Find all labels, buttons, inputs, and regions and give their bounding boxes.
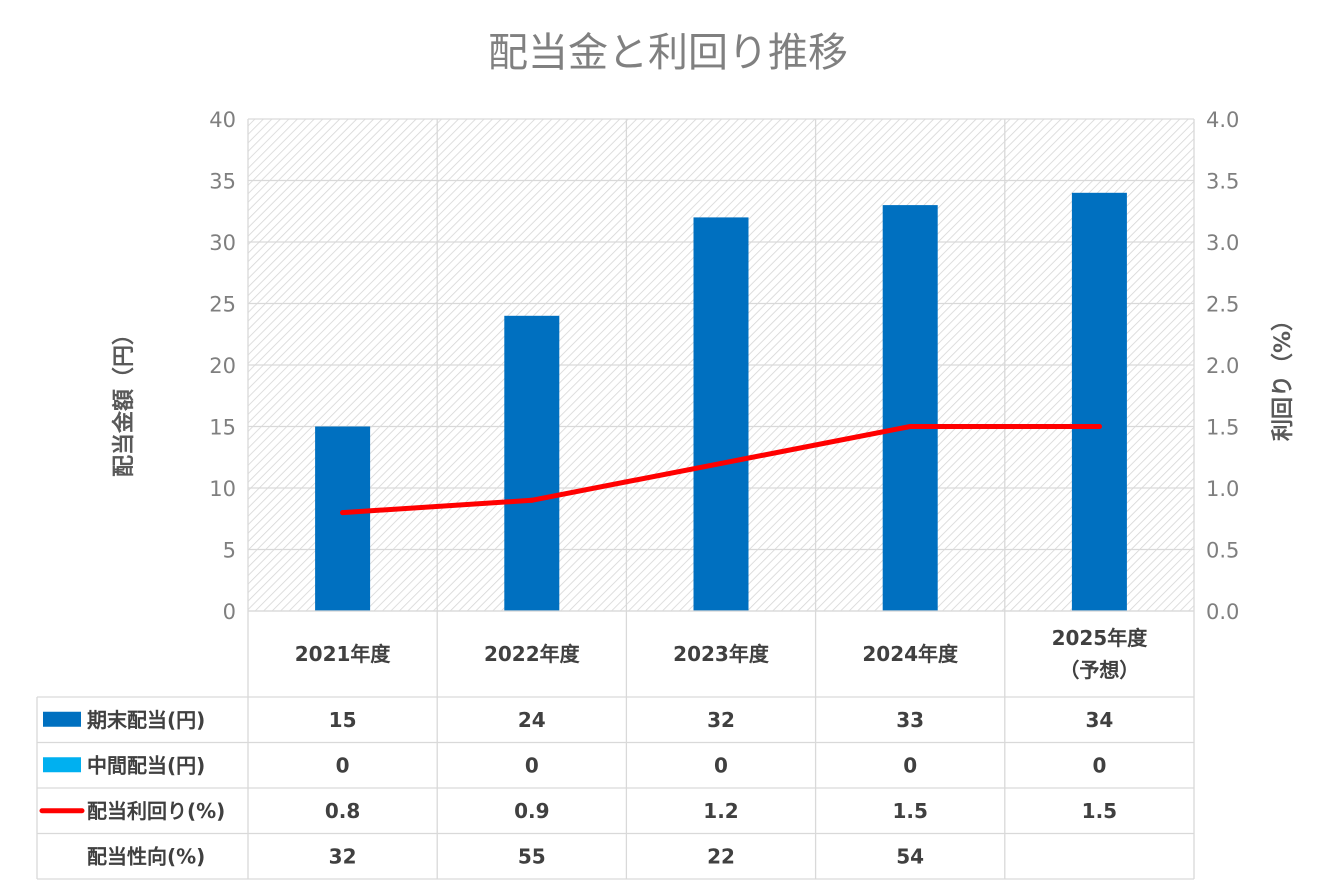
category-label: 2024年度 — [862, 642, 959, 666]
y-tick-label-left: 5 — [223, 539, 236, 563]
category-label: （予想） — [1059, 658, 1139, 682]
bar — [504, 315, 560, 611]
table-cell: 0 — [336, 753, 350, 777]
table-cell: 33 — [896, 708, 924, 732]
y-tick-label-right: 4.0 — [1206, 108, 1239, 132]
y-tick-label-left: 20 — [209, 354, 236, 378]
table-cell: 1.2 — [703, 799, 738, 823]
table-cell: 0 — [714, 753, 728, 777]
table-cell: 54 — [896, 844, 924, 868]
table-cell: 24 — [518, 708, 546, 732]
table-cell: 0 — [1092, 753, 1106, 777]
category-label: 2025年度 — [1052, 626, 1149, 650]
yield-point — [907, 424, 913, 429]
category-label: 2023年度 — [673, 642, 770, 666]
y-tick-label-right: 1.5 — [1206, 416, 1239, 440]
y-tick-label-left: 10 — [209, 477, 236, 501]
yield-point — [718, 460, 724, 466]
y-axis-title-right: 利回り（%） — [1271, 309, 1296, 441]
y-tick-label-right: 0.5 — [1206, 539, 1239, 563]
y-tick-label-right: 0.0 — [1206, 600, 1239, 624]
category-label: 2022年度 — [484, 642, 581, 666]
y-tick-label-left: 0 — [223, 600, 236, 624]
table-cell: 34 — [1085, 708, 1113, 732]
y-axis-title-left: 配当金額（円） — [111, 323, 137, 477]
y-tick-label-right: 2.5 — [1206, 293, 1239, 317]
bar — [315, 426, 371, 611]
y-tick-label-right: 3.5 — [1206, 170, 1239, 194]
table-row-label: 中間配当(円) — [87, 753, 205, 777]
table-cell: 32 — [329, 844, 357, 868]
table-cell: 15 — [329, 708, 357, 732]
y-tick-label-left: 35 — [209, 170, 236, 194]
y-tick-label-left: 15 — [209, 416, 236, 440]
table-cell: 0 — [525, 753, 539, 777]
yield-point — [340, 510, 346, 516]
table-cell: 32 — [707, 708, 735, 732]
table-cell: 1.5 — [1082, 799, 1117, 823]
y-tick-label-left: 25 — [209, 293, 236, 317]
y-tick-label-right: 1.0 — [1206, 477, 1239, 501]
legend-swatch — [43, 757, 81, 773]
bar — [693, 217, 749, 611]
yield-point — [529, 497, 535, 503]
chart-title: 配当金と利回り推移 — [488, 30, 848, 76]
yield-point — [1096, 424, 1102, 429]
table-row-label: 配当利回り(%) — [87, 799, 225, 823]
table-row-label: 配当性向(%) — [87, 844, 205, 868]
legend-swatch — [43, 711, 81, 727]
bar — [1071, 192, 1127, 612]
category-label: 2021年度 — [295, 642, 392, 666]
y-tick-label-right: 3.0 — [1206, 231, 1239, 255]
table-cell: 55 — [518, 844, 546, 868]
table-cell: 0 — [903, 753, 917, 777]
table-cell: 1.5 — [892, 799, 927, 823]
table-row-label: 期末配当(円) — [87, 708, 205, 732]
table-cell: 22 — [707, 844, 735, 868]
bar — [882, 205, 938, 611]
y-tick-label-left: 40 — [209, 108, 236, 132]
y-tick-label-left: 30 — [209, 231, 236, 255]
y-tick-label-right: 2.0 — [1206, 354, 1239, 378]
table-cell: 0.9 — [514, 799, 549, 823]
table-cell: 0.8 — [325, 799, 360, 823]
